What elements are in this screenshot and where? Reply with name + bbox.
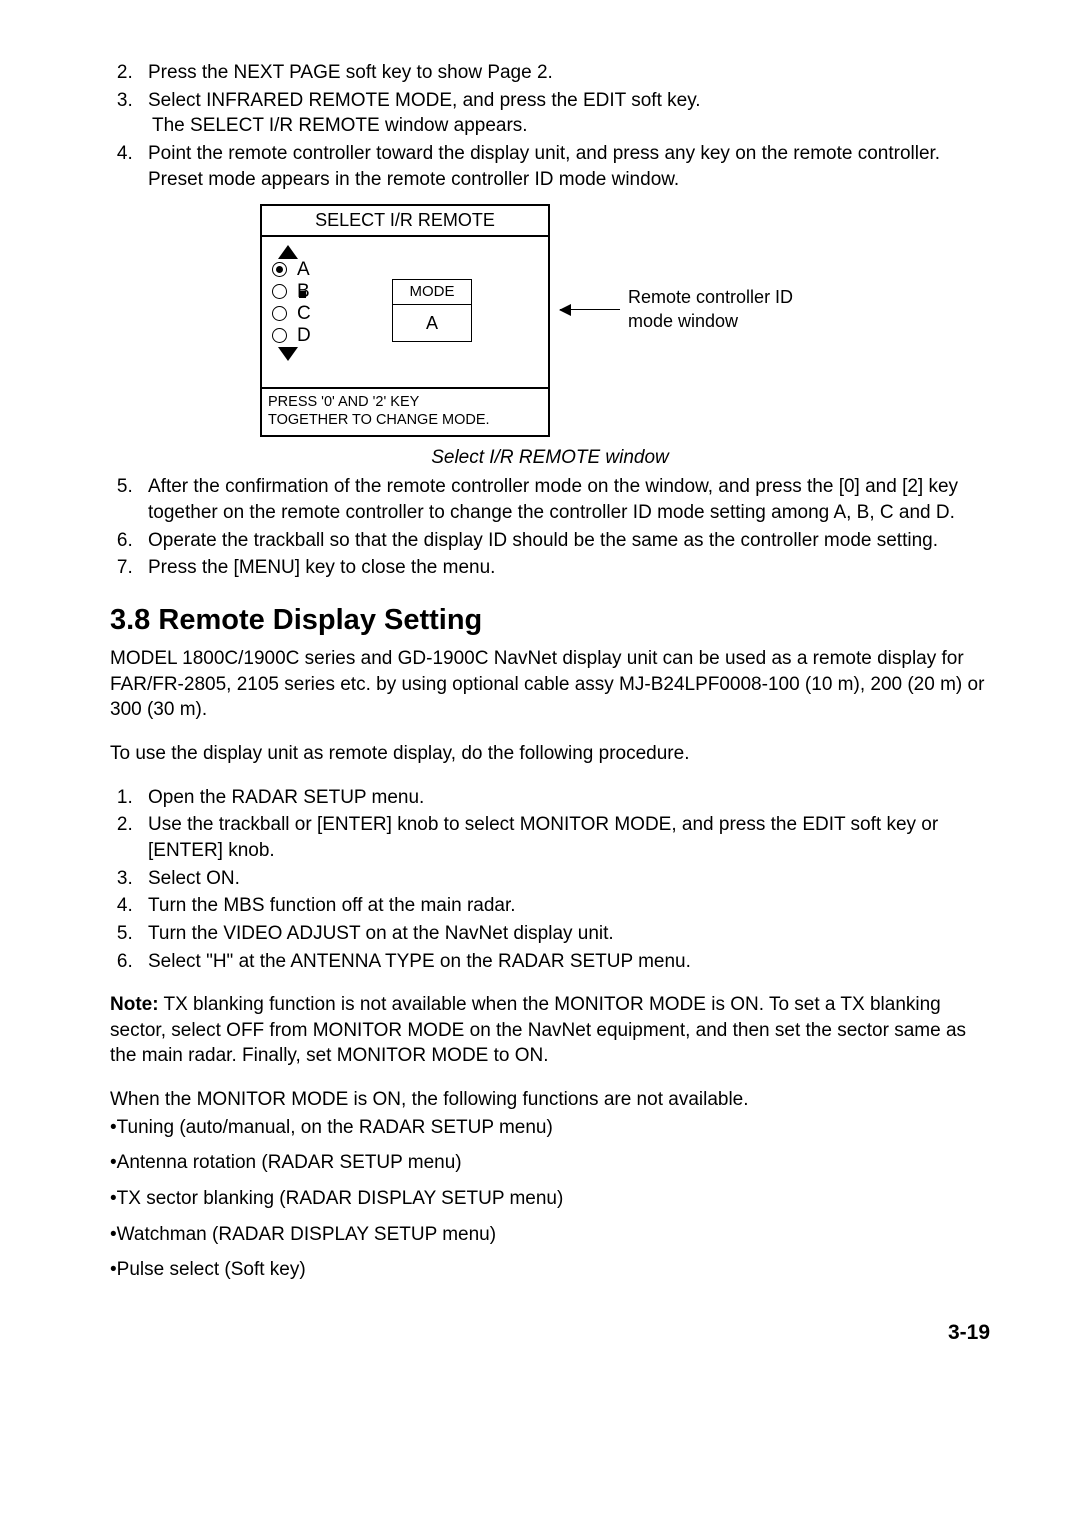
step-4: Point the remote controller toward the d… [138,141,990,192]
step-6: Operate the trackball so that the displa… [138,528,990,554]
step-7: Press the [MENU] key to close the menu. [138,555,990,581]
annotation-text: Remote controller ID mode window [628,286,793,333]
proc-step-2: Use the trackball or [ENTER] knob to sel… [138,812,990,863]
note-body: TX blanking function is not available wh… [110,994,966,1066]
footer-line2: TOGETHER TO CHANGE MODE. [268,411,542,429]
figure-caption: Select I/R REMOTE window [110,445,990,471]
proc-step-6: Select "H" at the ANTENNA TYPE on the RA… [138,949,990,975]
annotation-line1: Remote controller ID [628,286,793,309]
footer-line1: PRESS '0' AND '2' KEY [268,393,542,411]
page-number: 3-19 [110,1319,990,1347]
proc-step-1: Open the RADAR SETUP menu. [138,785,990,811]
proc-step-5: Turn the VIDEO ADJUST on at the NavNet d… [138,921,990,947]
note-paragraph: Note: TX blanking function is not availa… [110,992,990,1069]
section-heading: 3.8 Remote Display Setting [110,601,990,640]
radio-icon [272,284,287,299]
steps-list-a: Press the NEXT PAGE soft key to show Pag… [110,60,990,192]
step-3: Select INFRARED REMOTE MODE, and press t… [138,88,990,139]
option-row-a: A [272,259,538,281]
intro-paragraph-1: MODEL 1800C/1900C series and GD-1900C Na… [110,646,990,723]
steps-list-b: After the confirmation of the remote con… [110,474,990,581]
procedure-list: Open the RADAR SETUP menu. Use the track… [110,785,990,974]
mode-label: MODE [393,280,471,305]
bullet-3: •TX sector blanking (RADAR DISPLAY SETUP… [110,1186,990,1212]
arrow-left-icon [560,309,620,311]
radio-icon [272,328,287,343]
note-label: Note: [110,994,159,1015]
step-3-line1: Select INFRARED REMOTE MODE, and press t… [148,90,701,111]
step-3-line2: The SELECT I/R REMOTE window appears. [152,113,990,139]
step-5: After the confirmation of the remote con… [138,474,990,525]
bullet-4: •Watchman (RADAR DISPLAY SETUP menu) [110,1222,990,1248]
proc-step-4: Turn the MBS function off at the main ra… [138,893,990,919]
figure-select-ir-remote: SELECT I/R REMOTE A B C D MODE A PRESS '… [260,204,960,437]
arrow-up-icon [278,245,298,259]
radio-icon [272,306,287,321]
bullet-2: •Antenna rotation (RADAR SETUP menu) [110,1150,990,1176]
dialog-title: SELECT I/R REMOTE [262,206,548,236]
mode-window: MODE A [392,279,472,343]
dialog-body: A B C D MODE A [262,237,548,387]
mode-value: A [393,305,471,341]
option-label: D [297,323,311,349]
step-2: Press the NEXT PAGE soft key to show Pag… [138,60,990,86]
bullet-1: •Tuning (auto/manual, on the RADAR SETUP… [110,1115,990,1141]
when-on-paragraph: When the MONITOR MODE is ON, the followi… [110,1087,990,1113]
arrow-down-icon [278,347,298,361]
cursor-marker-icon [299,291,306,298]
dialog-box: SELECT I/R REMOTE A B C D MODE A PRESS '… [260,204,550,437]
radio-selected-icon [272,262,287,277]
intro-paragraph-2: To use the display unit as remote displa… [110,741,990,767]
bullet-5: •Pulse select (Soft key) [110,1257,990,1283]
annotation: Remote controller ID mode window [560,286,793,333]
dialog-footer: PRESS '0' AND '2' KEY TOGETHER TO CHANGE… [262,387,548,435]
annotation-line2: mode window [628,310,793,333]
proc-step-3: Select ON. [138,866,990,892]
